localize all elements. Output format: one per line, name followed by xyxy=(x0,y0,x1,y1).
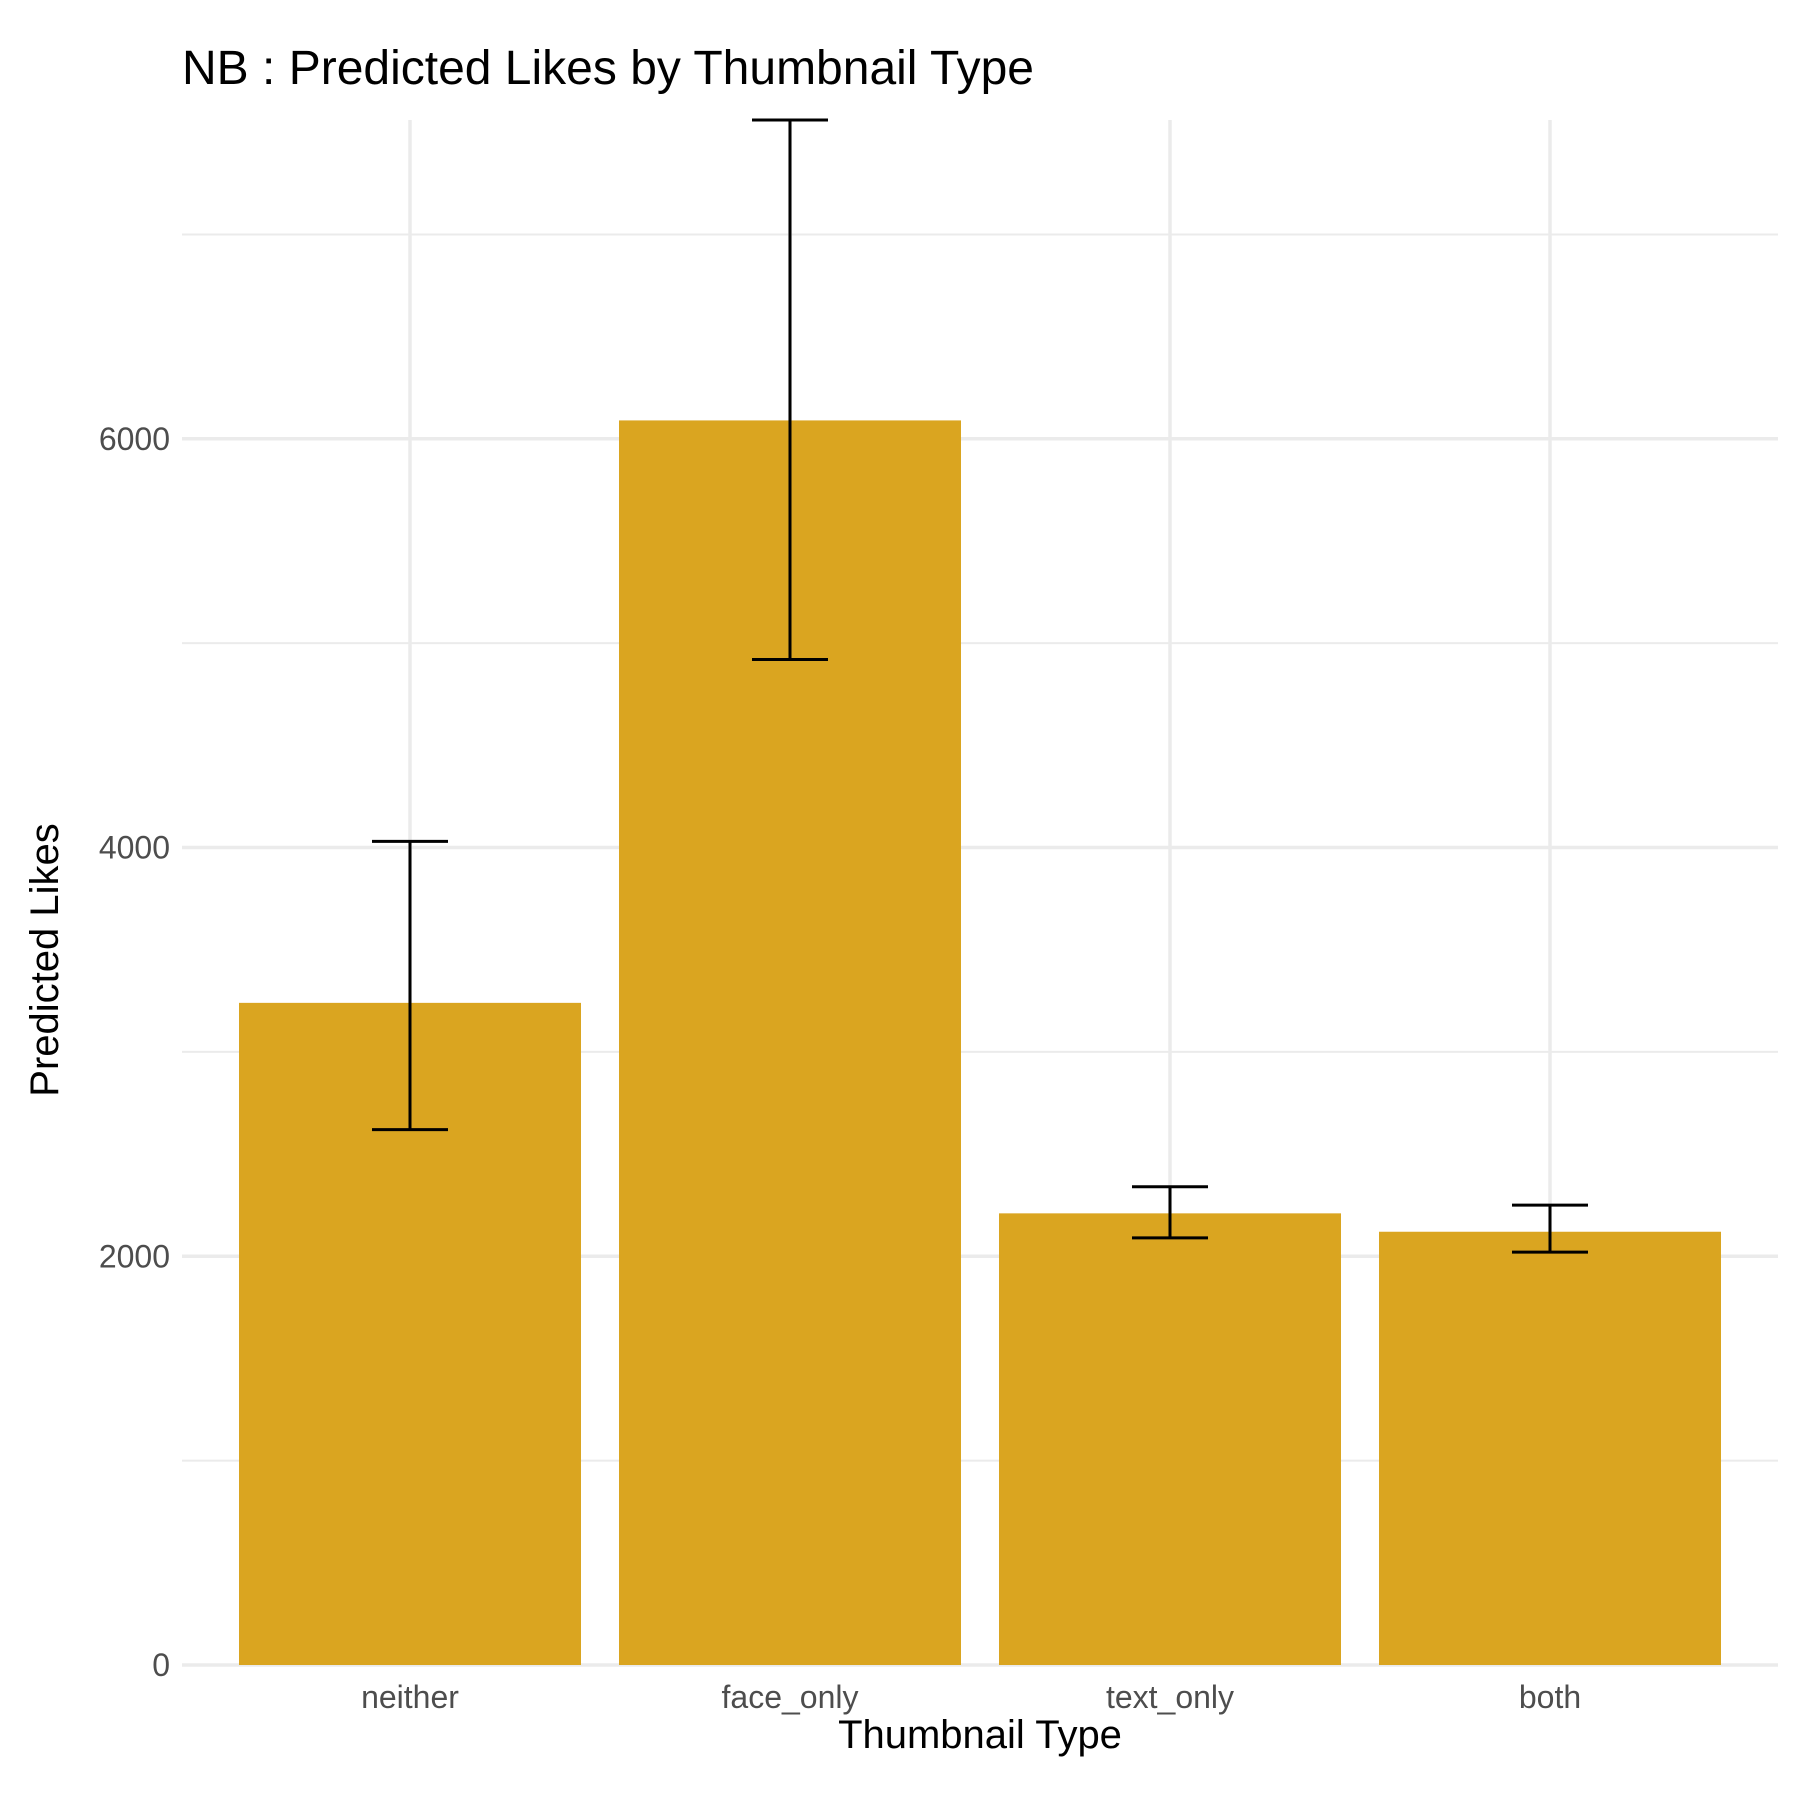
bar-both xyxy=(1379,1231,1721,1665)
x-tick-label: neither xyxy=(361,1679,459,1715)
bar-text_only xyxy=(999,1213,1341,1665)
y-axis-title: Predicted Likes xyxy=(23,823,67,1096)
x-tick-label: both xyxy=(1519,1679,1581,1715)
x-tick-label: text_only xyxy=(1106,1679,1234,1715)
y-tick-label: 4000 xyxy=(99,830,170,866)
error-bar-neither xyxy=(372,839,448,1132)
y-axis-ticks: 0 2000 4000 6000 xyxy=(99,421,170,1683)
bars xyxy=(239,420,1721,1666)
x-axis-ticks: neither face_only text_only both xyxy=(361,1679,1581,1715)
error-bar-face_only xyxy=(752,118,828,662)
y-tick-label: 6000 xyxy=(99,421,170,457)
error-bars xyxy=(372,118,1588,1254)
error-bar-text_only xyxy=(1132,1185,1208,1240)
y-tick-label: 2000 xyxy=(99,1238,170,1274)
chart-title: NB : Predicted Likes by Thumbnail Type xyxy=(182,42,1034,95)
error-bar-both xyxy=(1512,1203,1588,1254)
y-tick-label: 0 xyxy=(152,1647,170,1683)
x-axis-title: Thumbnail Type xyxy=(838,1713,1122,1757)
x-tick-label: face_only xyxy=(722,1679,859,1715)
